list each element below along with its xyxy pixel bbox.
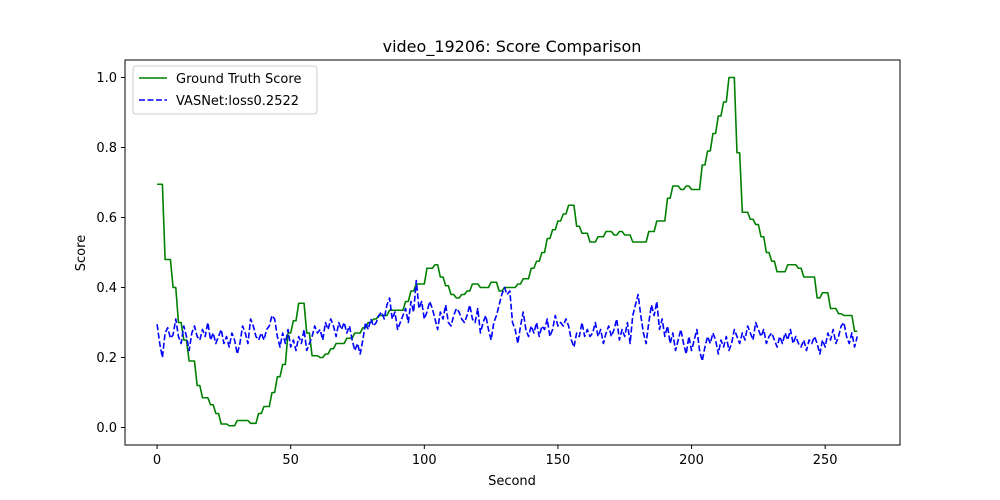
plot-area <box>124 59 901 446</box>
x-axis-title: Second <box>488 474 536 489</box>
series-layer <box>156 76 859 427</box>
legend-box <box>132 65 318 115</box>
x-tick-label: 0 <box>153 453 161 468</box>
x-tick-label: 100 <box>412 453 437 468</box>
x-tick-label: 200 <box>679 453 704 468</box>
x-tick-label: 150 <box>546 453 571 468</box>
y-axis: 0.0 0.2 0.4 0.6 0.8 1.0 <box>96 71 125 436</box>
plot-frame <box>124 59 901 446</box>
legend: Ground Truth Score VASNet:loss0.2522 <box>132 65 318 115</box>
chart-title: video_19206: Score Comparison <box>383 37 642 57</box>
x-tick-label: 50 <box>282 453 299 468</box>
y-axis-title: Score <box>74 235 89 271</box>
x-tick-label: 250 <box>813 453 838 468</box>
y-tick-label: 0.2 <box>96 351 117 366</box>
legend-label-vasnet: VASNet:loss0.2522 <box>176 94 299 109</box>
series-line-vasnet <box>156 279 859 362</box>
y-tick-label: 0.4 <box>96 281 117 296</box>
y-tick-label: 0.6 <box>96 211 117 226</box>
x-axis: 0 50 100 150 200 250 <box>153 445 838 468</box>
y-tick-label: 0.8 <box>96 141 117 156</box>
series-line-ground-truth <box>157 76 858 427</box>
y-tick-label: 0.0 <box>96 421 117 436</box>
y-tick-label: 1.0 <box>96 71 117 86</box>
legend-label-ground-truth: Ground Truth Score <box>176 72 301 87</box>
